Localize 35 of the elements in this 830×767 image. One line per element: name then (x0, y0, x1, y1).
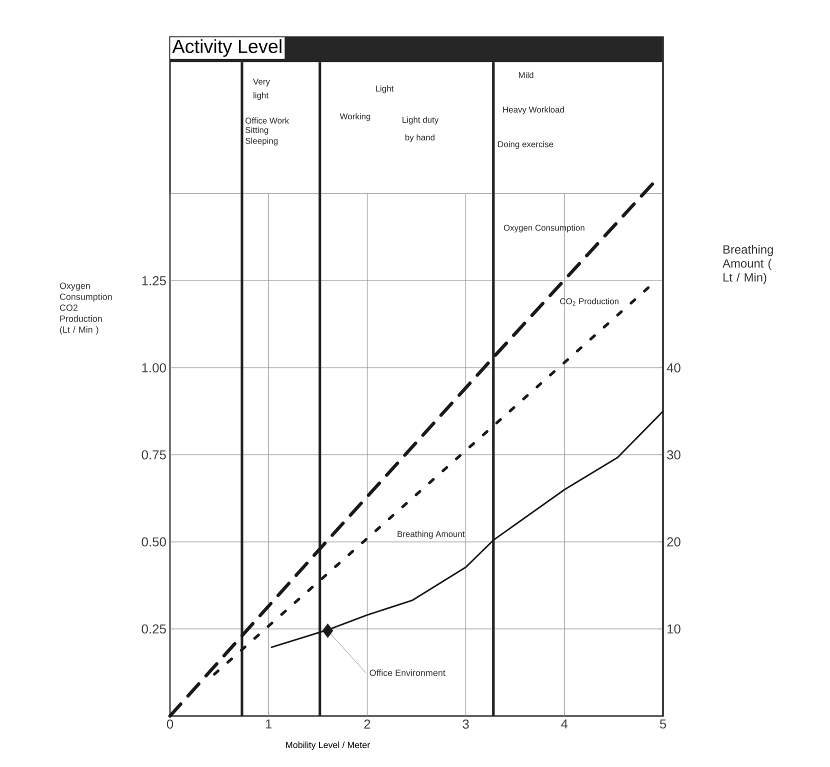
annotation: Doing exercise (498, 141, 554, 149)
x-tick-label: 4 (561, 720, 568, 728)
annotation: Light (376, 85, 394, 94)
y-tick-label: 1.25 (142, 276, 166, 286)
y2-tick-label: 30 (667, 450, 680, 460)
annotation: Very (253, 78, 270, 86)
text: Office Environment (370, 669, 446, 676)
y2-axis-title: Breathing Amount ( Lt / Min) (722, 244, 773, 284)
annotation: Sleeping (246, 138, 278, 146)
y-tick-label: 1.00 (142, 363, 166, 372)
x-tick-label: 0 (166, 720, 174, 729)
annotation: Breathing Amount (398, 530, 465, 539)
y-tick-label: 0.50 (142, 537, 166, 546)
y-axis-title: Oxygen Consumption CO2 Production (Lt / Min ) (60, 282, 112, 335)
annotation: Sitting (246, 126, 268, 135)
y-tick-label: 0.25 (142, 624, 166, 634)
y2-tick-label: 20 (667, 537, 680, 546)
annotation: Working (340, 113, 370, 122)
band-label: Activity Level (172, 39, 282, 57)
annotation: Heavy Workload (503, 106, 564, 114)
x-tick-label: 1 (266, 720, 272, 728)
annotation: Mild (518, 72, 534, 78)
x-tick-label: 2 (364, 720, 370, 729)
annotation: by hand (405, 134, 434, 142)
annotation: Light duty (402, 116, 439, 124)
x-tick-label: 3 (462, 720, 469, 729)
annotation: Oxygen Consumption (504, 224, 584, 232)
y2-tick-label: 40 (666, 363, 680, 372)
annotation: CO$_{2}$ Production (560, 298, 618, 306)
y-tick-label: 0.75 (142, 450, 166, 460)
x-tick-label: 5 (660, 720, 666, 729)
y2-tick-label: 10 (668, 624, 680, 634)
annotation: Office Work (246, 117, 290, 124)
annotation: light (254, 92, 268, 100)
x-axis-title: Mobility Level / Meter (286, 742, 370, 750)
